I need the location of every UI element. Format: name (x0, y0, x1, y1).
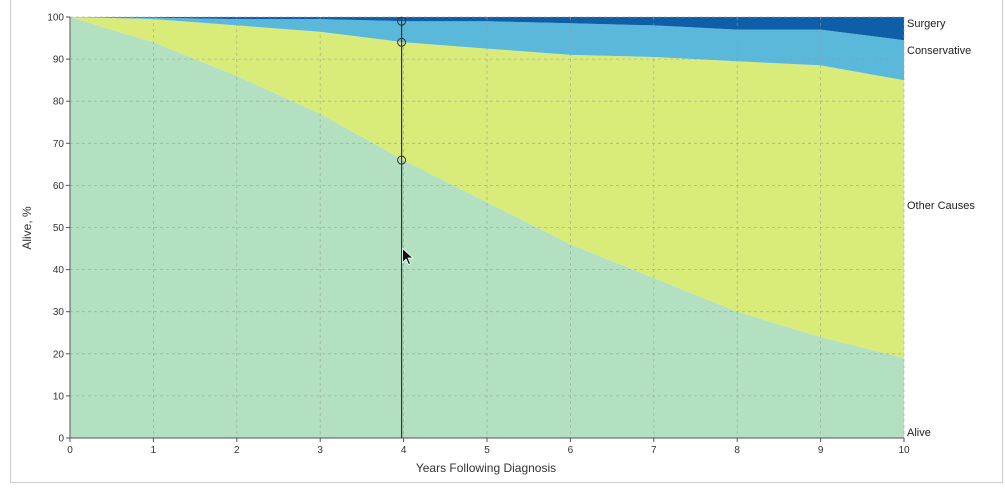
x-tick-label: 4 (401, 445, 407, 456)
x-tick-label: 2 (234, 445, 240, 456)
hover-marker[interactable] (397, 155, 407, 165)
y-tick-label: 90 (53, 55, 65, 66)
mouse-cursor-icon (402, 247, 415, 266)
x-tick-label: 5 (484, 445, 490, 456)
y-tick-label: 40 (53, 265, 65, 276)
x-tick-label: 1 (151, 445, 157, 456)
y-tick-label: 30 (53, 307, 65, 318)
y-tick-label: 20 (53, 349, 65, 360)
y-tick-label: 60 (53, 181, 65, 192)
series-label-layer: Alive Other Causes Conservative Surgery (907, 18, 975, 439)
y-tick-label: 50 (53, 223, 65, 234)
y-tick-label: 0 (58, 434, 64, 445)
y-tick-label: 10 (53, 391, 65, 402)
x-tick-label: 9 (818, 445, 824, 456)
x-tick-label: 10 (898, 445, 910, 456)
x-tick-label: 3 (317, 445, 323, 456)
x-tick-label: 7 (651, 445, 657, 456)
hover-marker[interactable] (397, 16, 407, 26)
x-tick-label: 0 (67, 445, 73, 456)
x-tick-label: 6 (568, 445, 574, 456)
series-label-surgery: Surgery (907, 18, 946, 30)
hover-marker[interactable] (397, 37, 407, 47)
series-label-other-causes: Other Causes (907, 200, 975, 212)
chart-frame: 0 1 2 3 4 5 6 7 8 9 10 0 10 20 30 40 50 60 70 80 90 100 Alive… (10, 0, 1003, 483)
x-axis-title: Years Following Diagnosis (416, 461, 556, 475)
y-axis-title: Alive, % (20, 206, 34, 250)
series-label-alive: Alive (907, 427, 931, 439)
x-tick-label: 8 (734, 445, 740, 456)
hover-layer (397, 16, 415, 438)
y-tick-label: 70 (53, 139, 65, 150)
series-label-conservative: Conservative (907, 45, 971, 57)
area-surgery[interactable] (70, 17, 904, 41)
y-tick-label: 80 (53, 97, 65, 108)
y-tick-label: 100 (47, 13, 64, 24)
